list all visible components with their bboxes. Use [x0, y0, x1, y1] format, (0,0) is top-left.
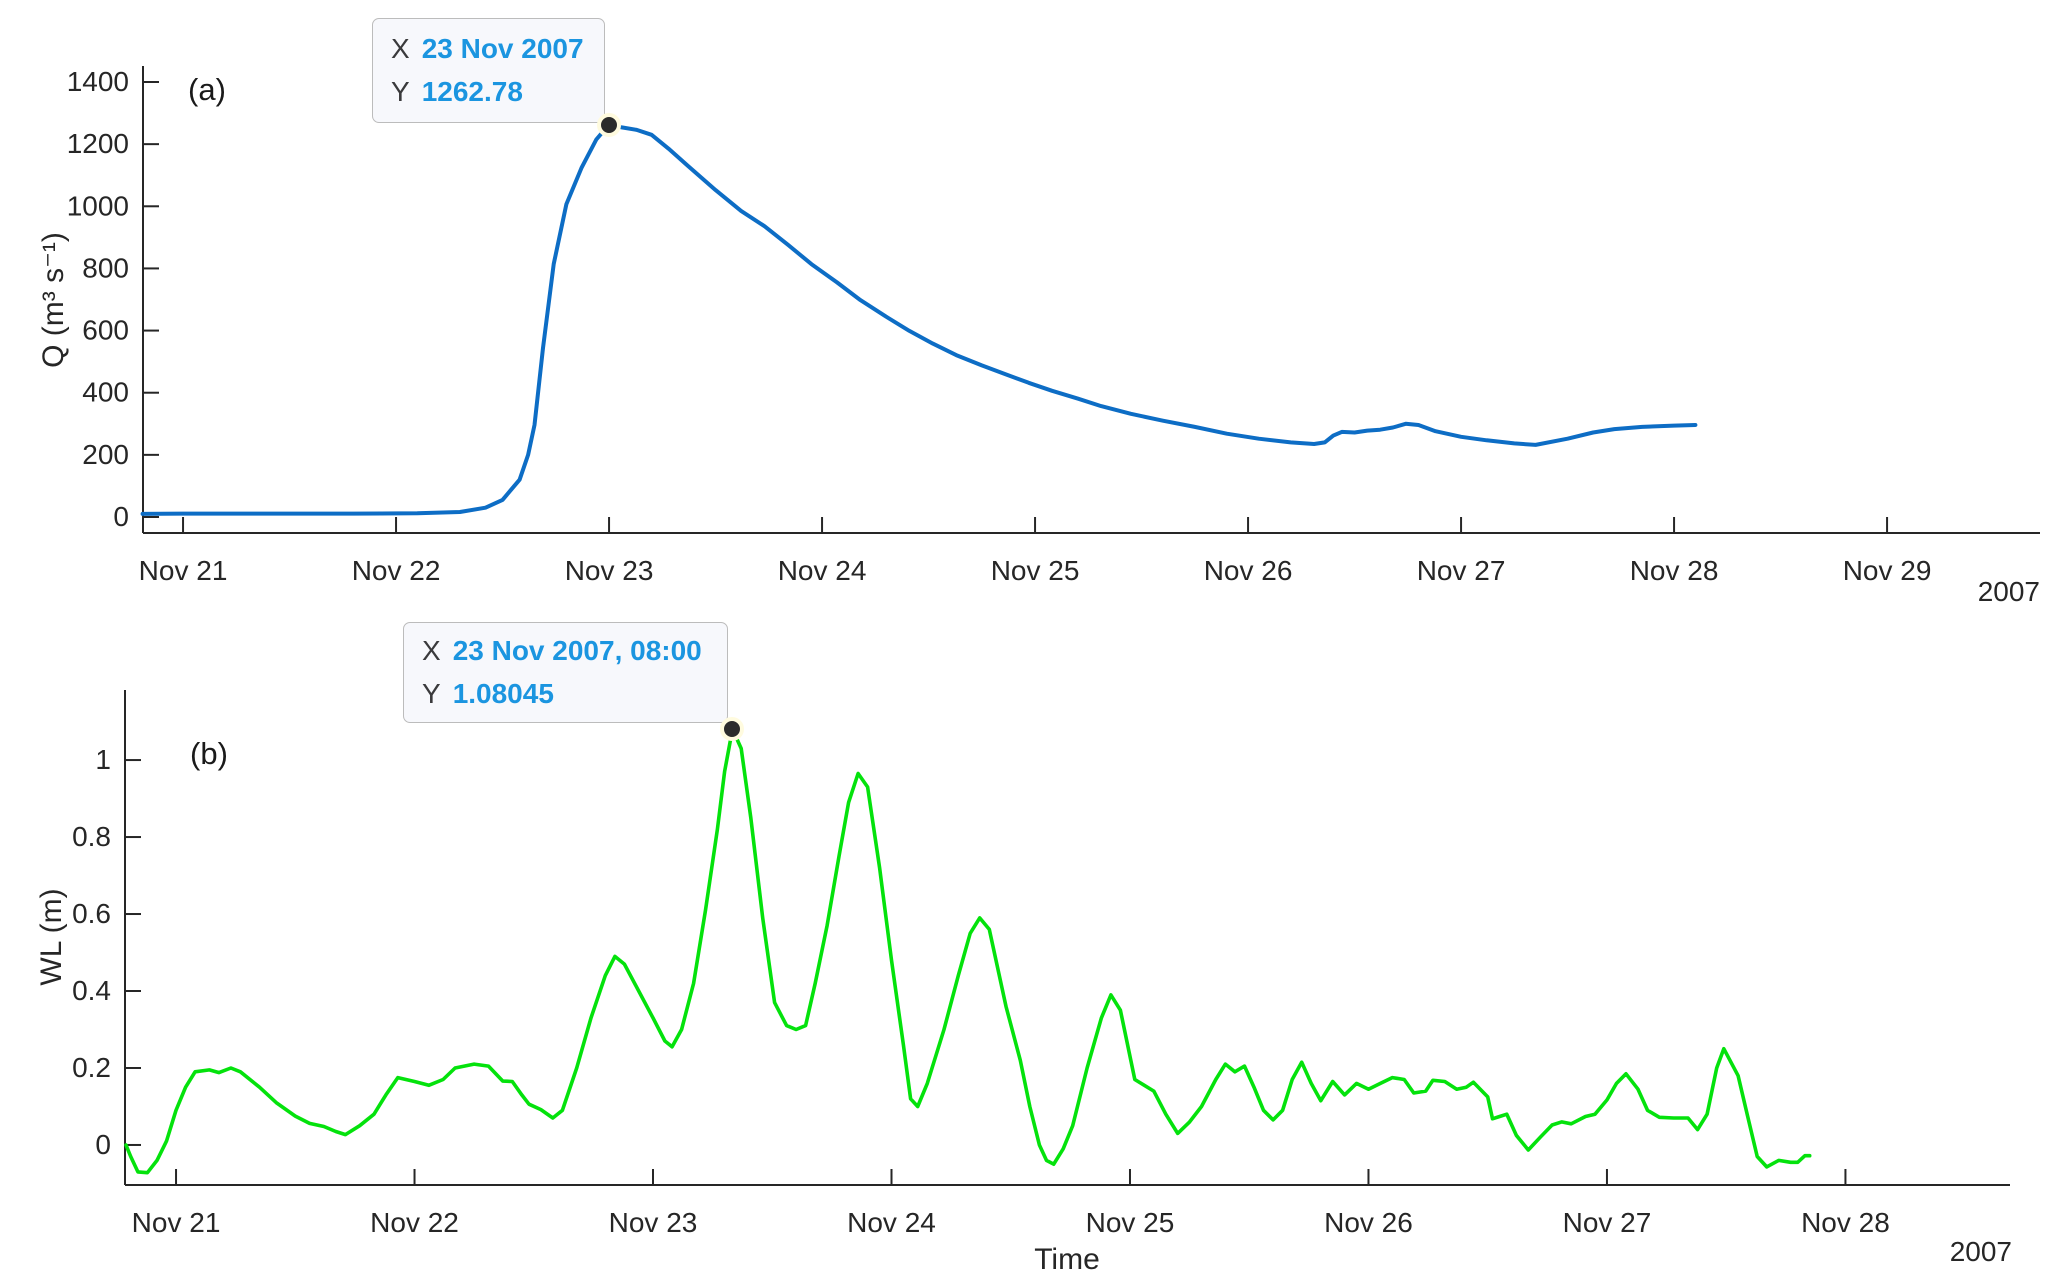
- y-tick-label-a: 1000: [67, 190, 129, 221]
- x-tick-label-a: Nov 29: [1843, 555, 1932, 586]
- y-tick-label-a: 1200: [67, 128, 129, 159]
- x-tick-label-b: Nov 27: [1563, 1207, 1652, 1238]
- panel-b-tag: (b): [190, 736, 228, 771]
- y-tick-label-a: 800: [82, 252, 129, 283]
- x-tick-label-b: Nov 24: [847, 1207, 936, 1238]
- y-axis-label-discharge: Q (m³ s⁻¹): [37, 232, 70, 368]
- x-tick-label-b: Nov 22: [370, 1207, 459, 1238]
- x-tick-label-a: Nov 24: [778, 555, 867, 586]
- y-axis-label-water-level: WL (m): [35, 888, 68, 986]
- x-tick-label-a: Nov 23: [565, 555, 654, 586]
- year-label-b: 2007: [1949, 1236, 2012, 1267]
- year-label-a: 2007: [1977, 576, 2040, 607]
- water-level-line[interactable]: [124, 727, 1812, 1175]
- datatip-x-row: X 23 Nov 2007, 08:00: [422, 631, 709, 671]
- x-tick-label-a: Nov 21: [139, 555, 228, 586]
- discharge-line[interactable]: [140, 122, 1698, 516]
- y-tick-label-a: 0: [113, 501, 129, 532]
- datatip-y-row: Y 1.08045: [422, 674, 709, 714]
- datatip-x-label: X: [422, 635, 441, 666]
- datatip-y-value: 1262.78: [421, 76, 523, 107]
- y-tick-label-b: 0.6: [72, 898, 111, 929]
- x-tick-label-a: Nov 26: [1204, 555, 1293, 586]
- y-tick-label-b: 0.4: [72, 975, 111, 1006]
- datatip-y-label: Y: [391, 76, 410, 107]
- y-tick-label-b: 1: [95, 744, 111, 775]
- datatip-x-row: X 23 Nov 2007: [391, 29, 586, 69]
- x-tick-label-a: Nov 28: [1630, 555, 1719, 586]
- x-tick-label-a: Nov 22: [352, 555, 441, 586]
- datatip-discharge-peak[interactable]: X 23 Nov 2007 Y 1262.78: [372, 18, 605, 123]
- datatip-x-value: 23 Nov 2007: [421, 33, 584, 64]
- datatip-marker-discharge[interactable]: [597, 112, 622, 137]
- x-tick-label-b: Nov 23: [609, 1207, 698, 1238]
- x-tick-label-b: Nov 26: [1324, 1207, 1413, 1238]
- x-tick-label-a: Nov 25: [991, 555, 1080, 586]
- datatip-x-label: X: [391, 33, 410, 64]
- y-tick-label-a: 1400: [67, 66, 129, 97]
- datatip-y-row: Y 1262.78: [391, 72, 586, 112]
- x-tick-label-b: Nov 25: [1086, 1207, 1175, 1238]
- datatip-x-value: 23 Nov 2007, 08:00: [452, 635, 702, 666]
- x-tick-label-a: Nov 27: [1417, 555, 1506, 586]
- y-tick-label-b: 0.2: [72, 1052, 111, 1083]
- datatip-y-label: Y: [422, 678, 441, 709]
- x-tick-label-b: Nov 28: [1801, 1207, 1890, 1238]
- datatip-marker-water-level[interactable]: [720, 717, 745, 742]
- datatip-y-value: 1.08045: [452, 678, 554, 709]
- y-tick-label-a: 200: [82, 439, 129, 470]
- x-axis-label-time: Time: [1034, 1243, 1100, 1276]
- y-tick-label-a: 400: [82, 377, 129, 408]
- y-tick-label-a: 600: [82, 315, 129, 346]
- y-tick-label-b: 0.8: [72, 821, 111, 852]
- y-tick-label-b: 0: [95, 1129, 111, 1160]
- x-tick-label-b: Nov 21: [132, 1207, 221, 1238]
- panel-a-tag: (a): [188, 72, 226, 107]
- datatip-water-level-peak[interactable]: X 23 Nov 2007, 08:00 Y 1.08045: [403, 622, 728, 723]
